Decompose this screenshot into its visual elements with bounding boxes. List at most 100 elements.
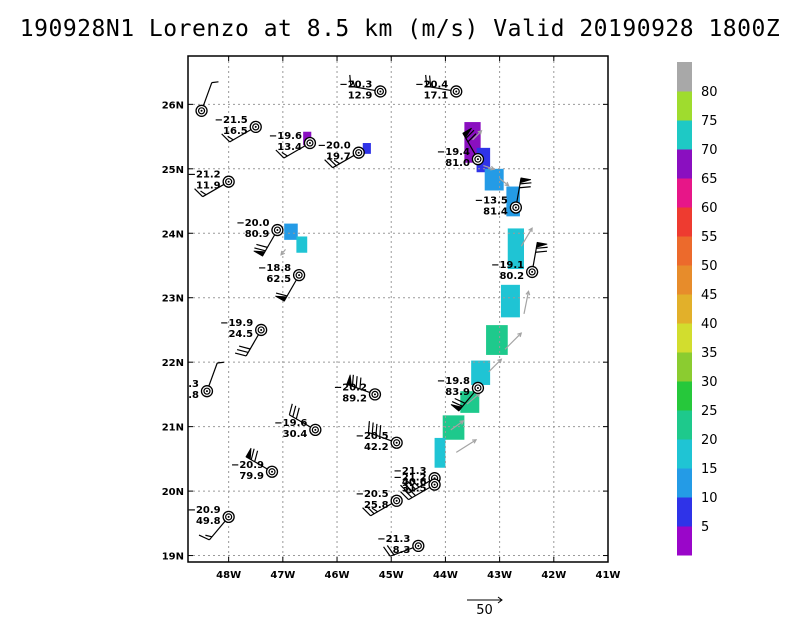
barb-full (535, 250, 548, 253)
barb-pennant (450, 404, 463, 412)
shade-cell (362, 143, 371, 154)
station: −21.231.5 (394, 473, 441, 501)
station: −21.516.5 (215, 115, 262, 143)
colorbar-label: 75 (701, 114, 718, 129)
x-tick-label: 48W (216, 570, 241, 581)
barb-full (386, 545, 395, 556)
station-temp: −20.9 (231, 460, 264, 471)
barb-full (429, 75, 432, 87)
wind-barb-staff (370, 502, 393, 517)
barb-full (254, 247, 266, 252)
wind-vector (483, 165, 496, 171)
barb-full (465, 129, 475, 139)
station-temp: −20.3 (339, 79, 372, 90)
barb-full (379, 425, 382, 437)
barb-full (198, 534, 210, 541)
barb-half (352, 80, 356, 88)
barb-full (383, 546, 391, 557)
wind-barb-staff (426, 85, 452, 92)
station: −21.211.9 (188, 170, 235, 198)
shade-cell (486, 325, 508, 355)
x-tick-label: 42W (541, 570, 566, 581)
colorbar-label: 50 (701, 259, 718, 274)
barb-full (221, 133, 231, 143)
station: −20.312.9 (339, 74, 387, 101)
station-temp: −13.5 (475, 195, 508, 206)
station: −20.417.1 (415, 74, 463, 101)
station: −19.481.0 (437, 127, 485, 169)
shade-cell (507, 228, 524, 270)
wind-barb-staff (408, 486, 431, 501)
barb-full (234, 352, 247, 357)
station-speed: 80.9 (245, 229, 270, 240)
reference-vector: 50 (467, 596, 503, 618)
station: −19.630.4 (274, 403, 322, 440)
colorbar-swatch (677, 236, 692, 266)
barb-full (403, 489, 413, 499)
wind-barb-staff (332, 154, 355, 169)
station-temp: −21.3 (394, 466, 427, 477)
colorbar-swatch (677, 323, 692, 353)
colorbar-label: 80 (701, 85, 718, 100)
station: −20.080.9 (236, 218, 284, 257)
barb-full (292, 405, 297, 418)
barb-full (403, 482, 413, 492)
wind-barb-staff (289, 414, 312, 428)
barb-pennant (519, 177, 532, 184)
chart-title: 190928N1 Lorenzo at 8.5 km (m/s) Valid 2… (19, 16, 781, 42)
barb-full (467, 133, 477, 143)
barb-full (410, 478, 420, 488)
wind-barb-staff (229, 128, 252, 143)
barb-full (349, 74, 352, 87)
station-temp: −20.4 (415, 79, 448, 90)
colorbar: 5 10 15 20 25 30 35 40 45 50 55 60 65 70 75 80 (677, 62, 718, 556)
station-speed: 31.5 (402, 484, 427, 495)
barb-full (371, 422, 374, 434)
station-speed: 24.5 (228, 329, 253, 340)
barb-full (275, 149, 285, 159)
barb-full (536, 246, 548, 249)
station-speed: 30.4 (283, 429, 308, 440)
barb-half (217, 361, 224, 364)
station: −20.542.2 (356, 421, 403, 453)
barb-full (238, 345, 251, 350)
x-tick-label: 45W (379, 570, 404, 581)
colorbar-label: 20 (701, 433, 718, 448)
colorbar-swatch (677, 207, 692, 237)
shade-cell (284, 223, 298, 240)
wind-barb-staff (245, 333, 260, 357)
colorbar-swatch (677, 526, 692, 556)
barb-full (367, 421, 370, 433)
station: −20.979.9 (231, 447, 279, 482)
colorbar-swatch (677, 149, 692, 179)
barb-half (200, 190, 207, 196)
wind-vector (488, 358, 503, 373)
station-temp: .3 (188, 379, 199, 390)
barb-full (375, 423, 378, 436)
barb-full (407, 487, 416, 497)
barb-half (211, 81, 219, 84)
wind-barb-staff (368, 431, 393, 442)
station-temp: −21.3 (377, 534, 410, 545)
x-tick-label: 47W (270, 570, 295, 581)
colorbar-label: 70 (701, 143, 718, 158)
wind-vector (450, 420, 465, 431)
station-speed: 49.8 (196, 516, 221, 527)
station-speed: 89.2 (342, 393, 367, 404)
station-speed: 79.9 (239, 471, 264, 482)
barb-full (256, 243, 268, 248)
station-temp: −21.5 (215, 115, 248, 126)
wind-vector (472, 129, 483, 141)
shade-cell (434, 437, 446, 468)
station: −19.924.5 (220, 318, 268, 357)
wind-barb-staff (408, 480, 431, 494)
barb-full (275, 292, 288, 297)
barb-full (365, 505, 375, 515)
colorbar-swatch (677, 439, 692, 469)
shade-cell (484, 168, 504, 191)
y-tick-label: 20N (162, 487, 184, 498)
barb-pennant (462, 127, 472, 139)
y-tick-label: 19N (162, 552, 184, 563)
station-temp: −19.8 (437, 376, 470, 387)
stations: −21.516.5−21.211.9−19.613.4 −20.019.7−20.… (188, 74, 548, 557)
